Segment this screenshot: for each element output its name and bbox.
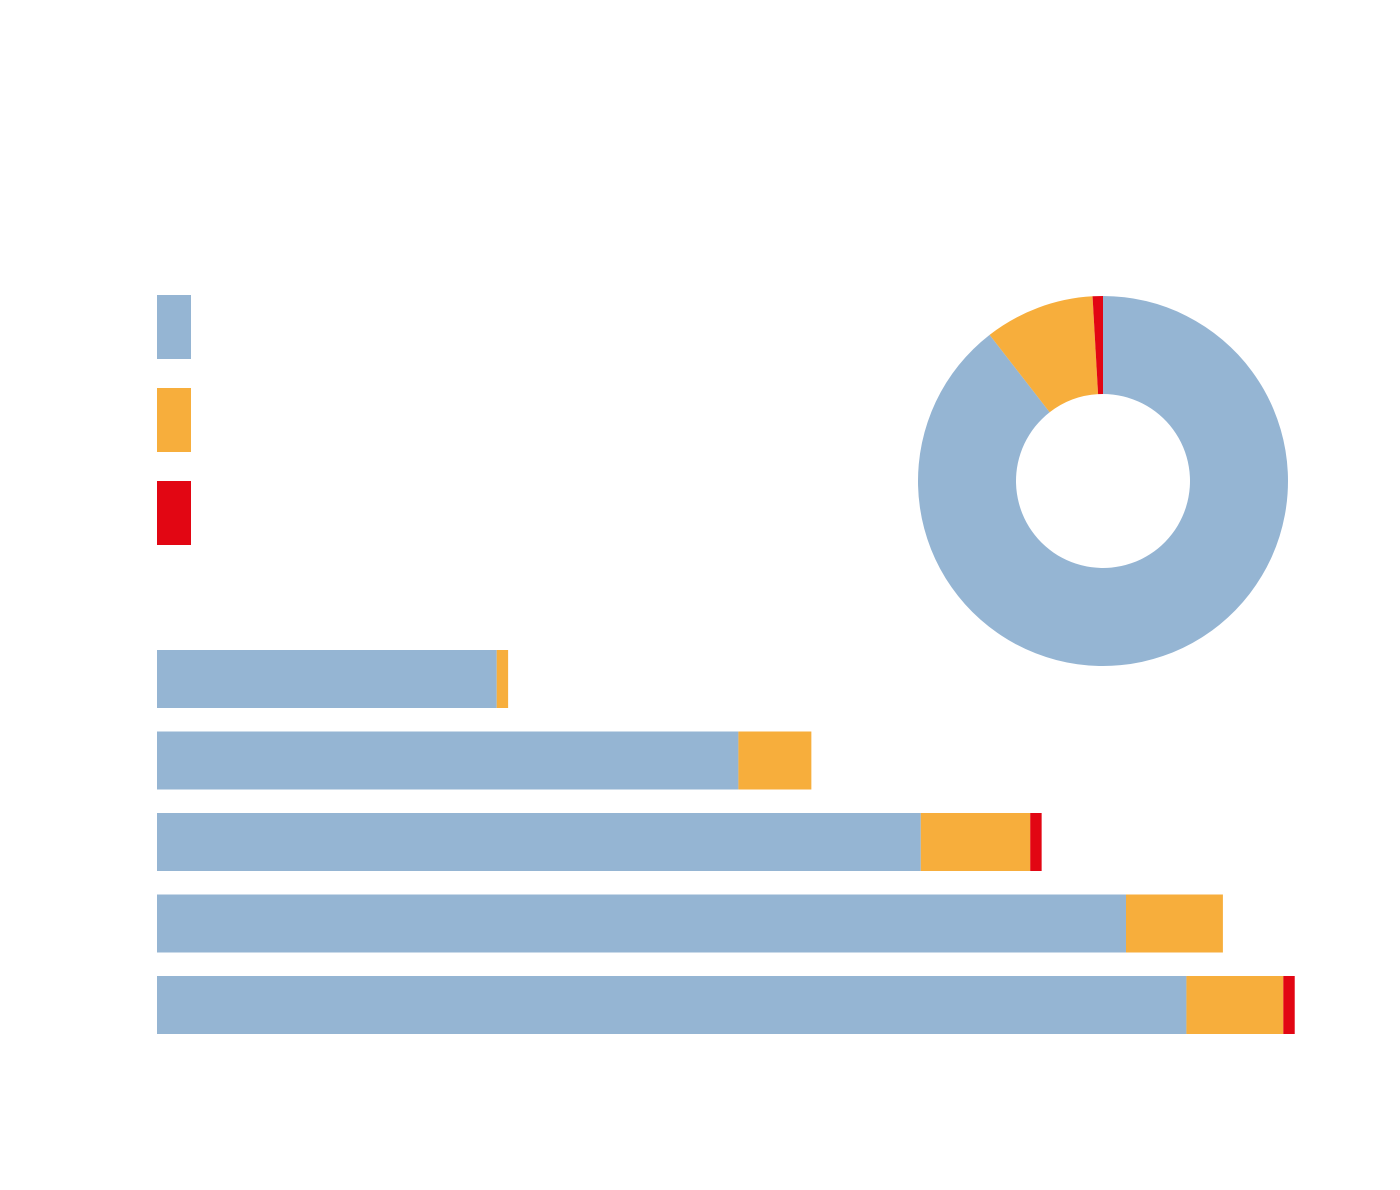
bar-segment-series-2 [496,650,509,708]
donut-chart [918,296,1288,666]
bar-segment-series-1 [157,813,921,871]
legend-swatch-series-1 [157,295,191,359]
bar-segment-series-2 [738,731,812,790]
donut-slice-series-1 [918,296,1288,666]
bar-segment-series-3 [1283,976,1295,1034]
bar-segment-series-2 [920,813,1031,871]
legend-swatch-series-2 [157,388,191,452]
bar-segment-series-1 [157,650,497,708]
bar-segment-series-1 [157,731,739,790]
donut-slice-series-2 [989,296,1099,413]
bar-row-4 [157,894,1223,953]
bar-row-2 [157,731,812,790]
bar-row-3 [157,813,1042,871]
bar-segment-series-2 [1126,894,1223,953]
legend-swatch-series-3 [157,481,191,545]
bar-row-1 [157,650,509,708]
stacked-bar-chart [157,650,1295,1034]
donut-slice-series-3 [1092,296,1103,395]
bar-row-5 [157,976,1295,1034]
bar-segment-series-3 [1030,813,1042,871]
legend [157,295,191,545]
bar-segment-series-1 [157,894,1126,953]
bar-segment-series-1 [157,976,1187,1034]
bar-segment-series-2 [1186,976,1284,1034]
